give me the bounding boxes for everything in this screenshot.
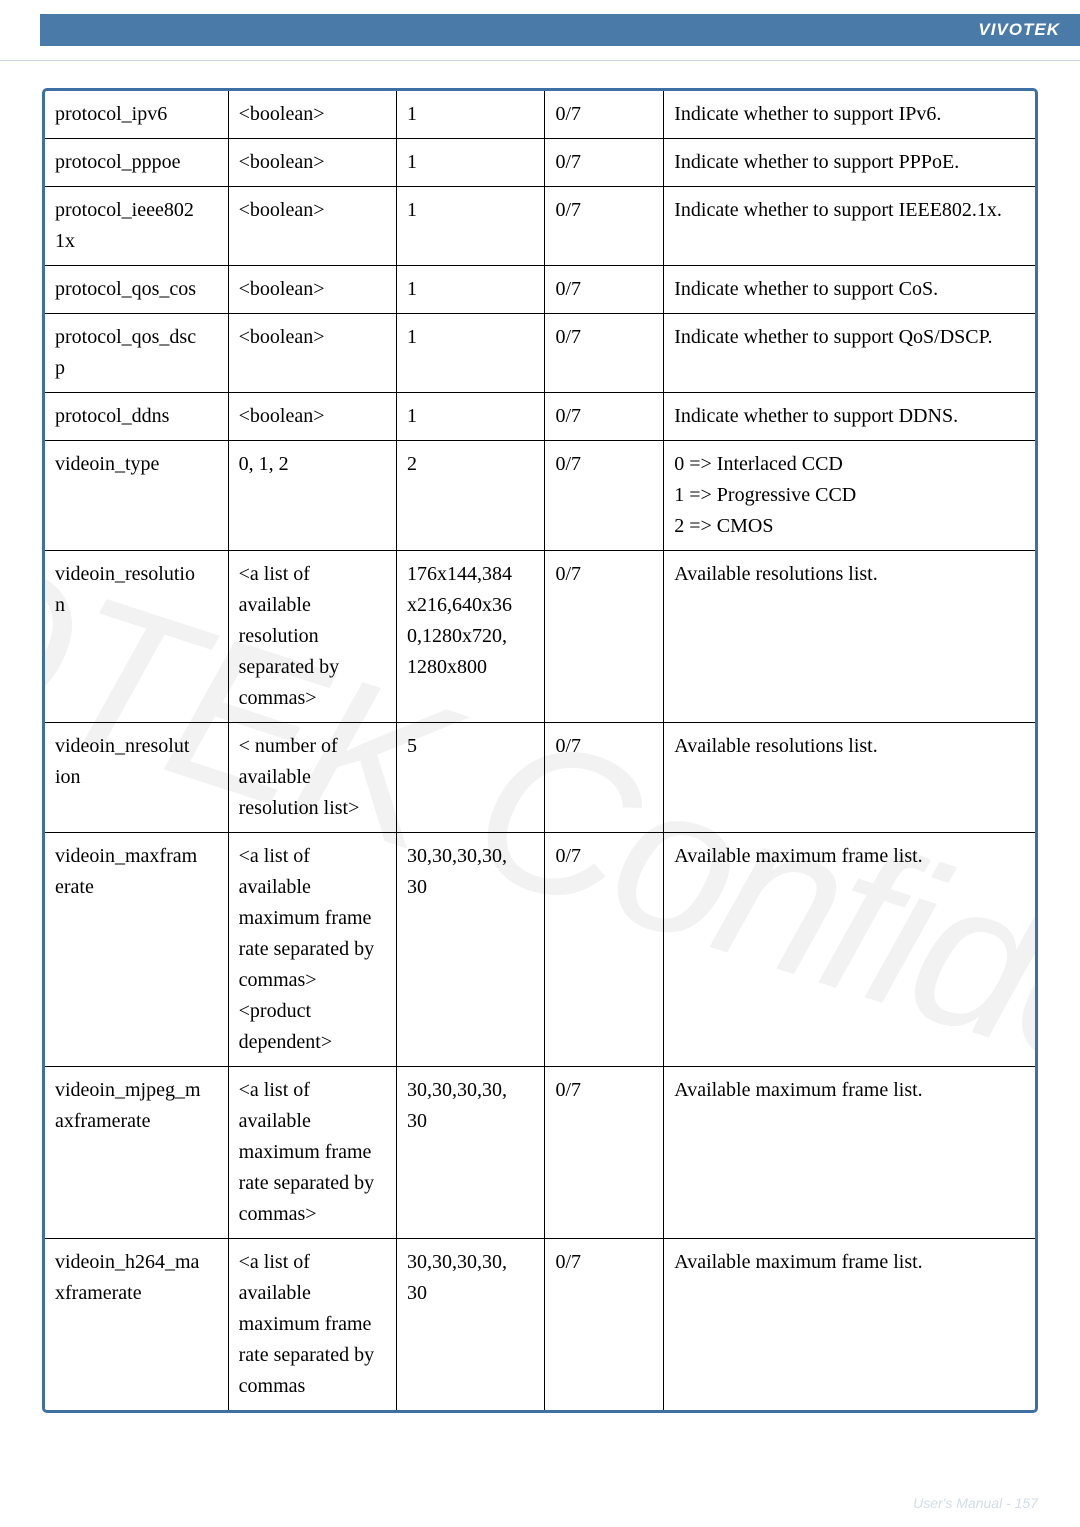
table-row: protocol_pppoe<boolean>10/7Indicate whet… xyxy=(45,139,1035,187)
cell-sec: 1 xyxy=(396,266,545,314)
cell-def: 0/7 xyxy=(545,91,664,139)
cell-desc: Indicate whether to support PPPoE. xyxy=(664,139,1035,187)
cell-def: 0/7 xyxy=(545,1239,664,1411)
cell-desc: Indicate whether to support IEEE802.1x. xyxy=(664,187,1035,266)
cell-value: <a list of available maximum frame rate … xyxy=(228,833,396,1067)
cell-value: <boolean> xyxy=(228,393,396,441)
cell-name: protocol_pppoe xyxy=(45,139,228,187)
cell-def: 0/7 xyxy=(545,1067,664,1239)
cell-sec: 2 xyxy=(396,441,545,551)
table-row: protocol_qos_cos<boolean>10/7Indicate wh… xyxy=(45,266,1035,314)
cell-def: 0/7 xyxy=(545,266,664,314)
cell-desc: Available resolutions list. xyxy=(664,551,1035,723)
cell-desc: Indicate whether to support CoS. xyxy=(664,266,1035,314)
cell-def: 0/7 xyxy=(545,139,664,187)
cell-desc: Available maximum frame list. xyxy=(664,1239,1035,1411)
cell-value: 0, 1, 2 xyxy=(228,441,396,551)
spec-table: protocol_ipv6<boolean>10/7Indicate wheth… xyxy=(45,91,1035,1410)
cell-sec: 1 xyxy=(396,314,545,393)
cell-value: <boolean> xyxy=(228,91,396,139)
cell-desc: Indicate whether to support IPv6. xyxy=(664,91,1035,139)
cell-desc: Available maximum frame list. xyxy=(664,833,1035,1067)
cell-desc: Indicate whether to support DDNS. xyxy=(664,393,1035,441)
cell-name: protocol_ddns xyxy=(45,393,228,441)
table-row: protocol_qos_dscp<boolean>10/7Indicate w… xyxy=(45,314,1035,393)
cell-def: 0/7 xyxy=(545,833,664,1067)
cell-desc: Available resolutions list. xyxy=(664,723,1035,833)
cell-def: 0/7 xyxy=(545,187,664,266)
cell-desc: 0 => Interlaced CCD1 => Progressive CCD2… xyxy=(664,441,1035,551)
cell-sec: 30,30,30,30,30 xyxy=(396,1067,545,1239)
table-row: videoin_maxframerate<a list of available… xyxy=(45,833,1035,1067)
cell-desc: Indicate whether to support QoS/DSCP. xyxy=(664,314,1035,393)
cell-name: videoin_mjpeg_maxframerate xyxy=(45,1067,228,1239)
cell-name: videoin_resolution xyxy=(45,551,228,723)
cell-desc: Available maximum frame list. xyxy=(664,1067,1035,1239)
cell-value: <boolean> xyxy=(228,187,396,266)
table-row: videoin_mjpeg_maxframerate<a list of ava… xyxy=(45,1067,1035,1239)
cell-value: <a list of available resolution separate… xyxy=(228,551,396,723)
page-footer: User's Manual - 157 xyxy=(913,1495,1038,1511)
cell-name: videoin_maxframerate xyxy=(45,833,228,1067)
cell-name: videoin_nresolution xyxy=(45,723,228,833)
cell-def: 0/7 xyxy=(545,551,664,723)
cell-sec: 1 xyxy=(396,187,545,266)
cell-value: <a list of available maximum frame rate … xyxy=(228,1239,396,1411)
table-row: protocol_ddns<boolean>10/7Indicate wheth… xyxy=(45,393,1035,441)
cell-sec: 1 xyxy=(396,393,545,441)
cell-value: <a list of available maximum frame rate … xyxy=(228,1067,396,1239)
table-row: protocol_ieee8021x<boolean>10/7Indicate … xyxy=(45,187,1035,266)
cell-sec: 30,30,30,30,30 xyxy=(396,833,545,1067)
cell-value: <boolean> xyxy=(228,139,396,187)
cell-sec: 1 xyxy=(396,139,545,187)
table-frame: VIVOTEK Confidential protocol_ipv6<boole… xyxy=(42,88,1038,1413)
brand-label: VIVOTEK xyxy=(40,14,1080,46)
table-row: videoin_nresolution< number of available… xyxy=(45,723,1035,833)
cell-sec: 5 xyxy=(396,723,545,833)
table-row: protocol_ipv6<boolean>10/7Indicate wheth… xyxy=(45,91,1035,139)
cell-def: 0/7 xyxy=(545,314,664,393)
cell-name: protocol_ieee8021x xyxy=(45,187,228,266)
table-row: videoin_resolution<a list of available r… xyxy=(45,551,1035,723)
cell-name: protocol_ipv6 xyxy=(45,91,228,139)
table-row: videoin_h264_maxframerate<a list of avai… xyxy=(45,1239,1035,1411)
cell-sec: 176x144,384x216,640x360,1280x720,1280x80… xyxy=(396,551,545,723)
cell-sec: 30,30,30,30,30 xyxy=(396,1239,545,1411)
header-divider xyxy=(0,60,1080,61)
table-row: videoin_type0, 1, 220/70 => Interlaced C… xyxy=(45,441,1035,551)
cell-value: < number of available resolution list> xyxy=(228,723,396,833)
cell-value: <boolean> xyxy=(228,314,396,393)
cell-value: <boolean> xyxy=(228,266,396,314)
cell-def: 0/7 xyxy=(545,441,664,551)
cell-def: 0/7 xyxy=(545,723,664,833)
cell-name: videoin_type xyxy=(45,441,228,551)
cell-name: videoin_h264_maxframerate xyxy=(45,1239,228,1411)
cell-sec: 1 xyxy=(396,91,545,139)
cell-name: protocol_qos_dscp xyxy=(45,314,228,393)
cell-def: 0/7 xyxy=(545,393,664,441)
cell-name: protocol_qos_cos xyxy=(45,266,228,314)
